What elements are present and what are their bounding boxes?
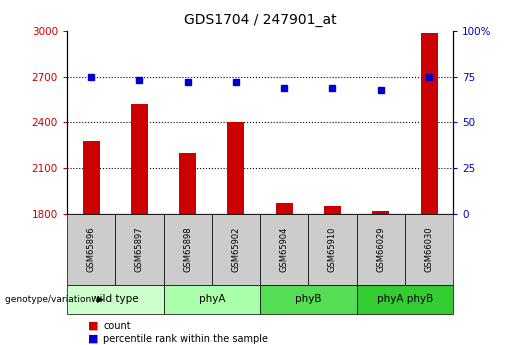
Bar [212,214,260,285]
Bar [308,214,356,285]
Text: GSM65910: GSM65910 [328,227,337,272]
Bar [67,214,115,285]
Bar [260,285,356,314]
Text: ■: ■ [88,334,98,344]
Title: GDS1704 / 247901_at: GDS1704 / 247901_at [184,13,336,27]
Bar [356,214,405,285]
Text: GSM66030: GSM66030 [424,226,434,272]
Bar [131,104,148,214]
Text: percentile rank within the sample: percentile rank within the sample [103,334,268,344]
Bar [163,285,260,314]
Bar [179,153,196,214]
Bar [163,214,212,285]
Bar [115,214,163,285]
Text: GSM65904: GSM65904 [280,227,289,272]
Text: GSM65896: GSM65896 [87,226,96,272]
Text: GSM65898: GSM65898 [183,226,192,272]
Bar [67,285,163,314]
Bar [82,141,99,214]
Text: phyB: phyB [295,294,321,304]
Text: phyA phyB: phyA phyB [377,294,433,304]
Bar [228,122,245,214]
Bar [324,206,341,214]
Bar [356,285,453,314]
Text: count: count [103,321,131,331]
Text: GSM65897: GSM65897 [135,226,144,272]
Bar [260,214,308,285]
Text: ■: ■ [88,321,98,331]
Bar [372,211,389,214]
Text: genotype/variation  ▶: genotype/variation ▶ [5,295,104,304]
Text: phyA: phyA [199,294,225,304]
Text: GSM65902: GSM65902 [231,227,241,272]
Text: wild type: wild type [92,294,139,304]
Text: GSM66029: GSM66029 [376,227,385,272]
Bar [276,203,293,214]
Bar [405,214,453,285]
Bar [421,32,438,214]
